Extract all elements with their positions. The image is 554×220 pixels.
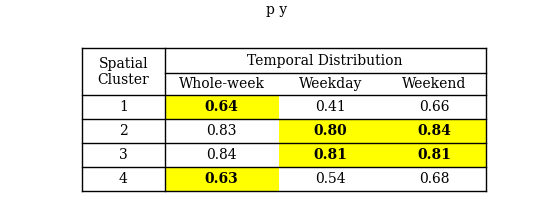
Text: p y: p y: [266, 3, 288, 17]
FancyBboxPatch shape: [279, 119, 382, 143]
Text: 1: 1: [119, 100, 128, 114]
Text: 3: 3: [119, 148, 128, 162]
Text: 0.81: 0.81: [417, 148, 451, 162]
Text: 4: 4: [119, 172, 128, 186]
FancyBboxPatch shape: [165, 95, 279, 119]
Text: 2: 2: [119, 124, 128, 138]
Text: Spatial
Cluster: Spatial Cluster: [98, 57, 149, 87]
FancyBboxPatch shape: [165, 167, 279, 191]
Text: 0.68: 0.68: [419, 172, 449, 186]
Text: Whole-week: Whole-week: [178, 77, 265, 91]
Text: 0.41: 0.41: [315, 100, 346, 114]
Text: Weekend: Weekend: [402, 77, 466, 91]
Text: 0.83: 0.83: [206, 124, 237, 138]
Text: 0.84: 0.84: [206, 148, 237, 162]
Text: Weekday: Weekday: [299, 77, 362, 91]
Text: Temporal Distribution: Temporal Distribution: [248, 54, 403, 68]
Text: 0.84: 0.84: [417, 124, 451, 138]
Text: 0.66: 0.66: [419, 100, 449, 114]
Text: 0.81: 0.81: [314, 148, 347, 162]
FancyBboxPatch shape: [279, 143, 382, 167]
Text: 0.54: 0.54: [315, 172, 346, 186]
Text: 0.63: 0.63: [205, 172, 238, 186]
FancyBboxPatch shape: [382, 143, 486, 167]
FancyBboxPatch shape: [382, 119, 486, 143]
Text: 0.80: 0.80: [314, 124, 347, 138]
Text: 0.64: 0.64: [204, 100, 239, 114]
